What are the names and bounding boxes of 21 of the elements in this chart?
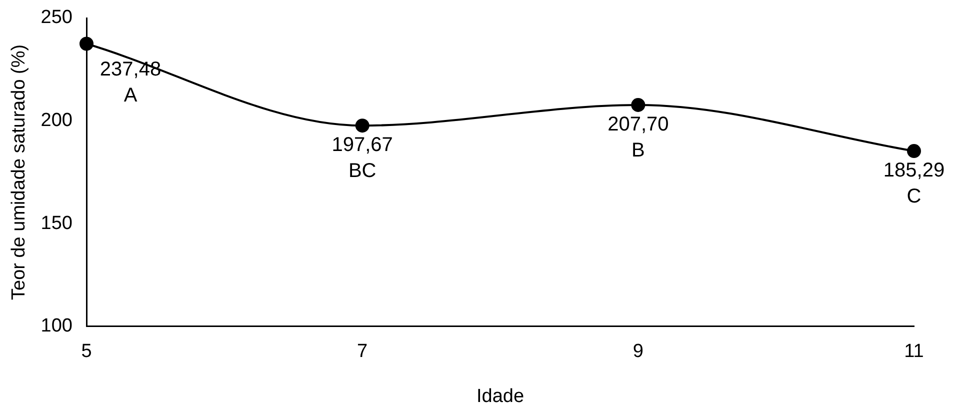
x-axis-title: Idade bbox=[476, 386, 524, 407]
data-label: 207,70 bbox=[608, 113, 669, 136]
data-label: 197,67 bbox=[332, 134, 393, 156]
y-tick-label: 150 bbox=[40, 212, 72, 234]
point bbox=[631, 98, 646, 112]
y-tick-label: 200 bbox=[40, 110, 72, 132]
x-tick-label: 9 bbox=[632, 341, 644, 362]
y-tick-label: 250 bbox=[40, 7, 72, 28]
data-label: 185,29 bbox=[883, 160, 945, 182]
point bbox=[907, 144, 921, 158]
x-tick-label: 5 bbox=[81, 341, 92, 362]
y-axis-title: Teor de umidade saturado (%) bbox=[8, 44, 30, 300]
point bbox=[355, 118, 370, 133]
annotation: A bbox=[124, 84, 138, 106]
point bbox=[80, 36, 94, 51]
y-tick-label: 100 bbox=[40, 316, 72, 337]
x-tick-label: 11 bbox=[904, 341, 924, 362]
annotation: B bbox=[631, 139, 645, 162]
annotation: C bbox=[906, 186, 922, 208]
x-tick-label: 7 bbox=[357, 341, 368, 362]
annotation: BC bbox=[348, 160, 376, 182]
